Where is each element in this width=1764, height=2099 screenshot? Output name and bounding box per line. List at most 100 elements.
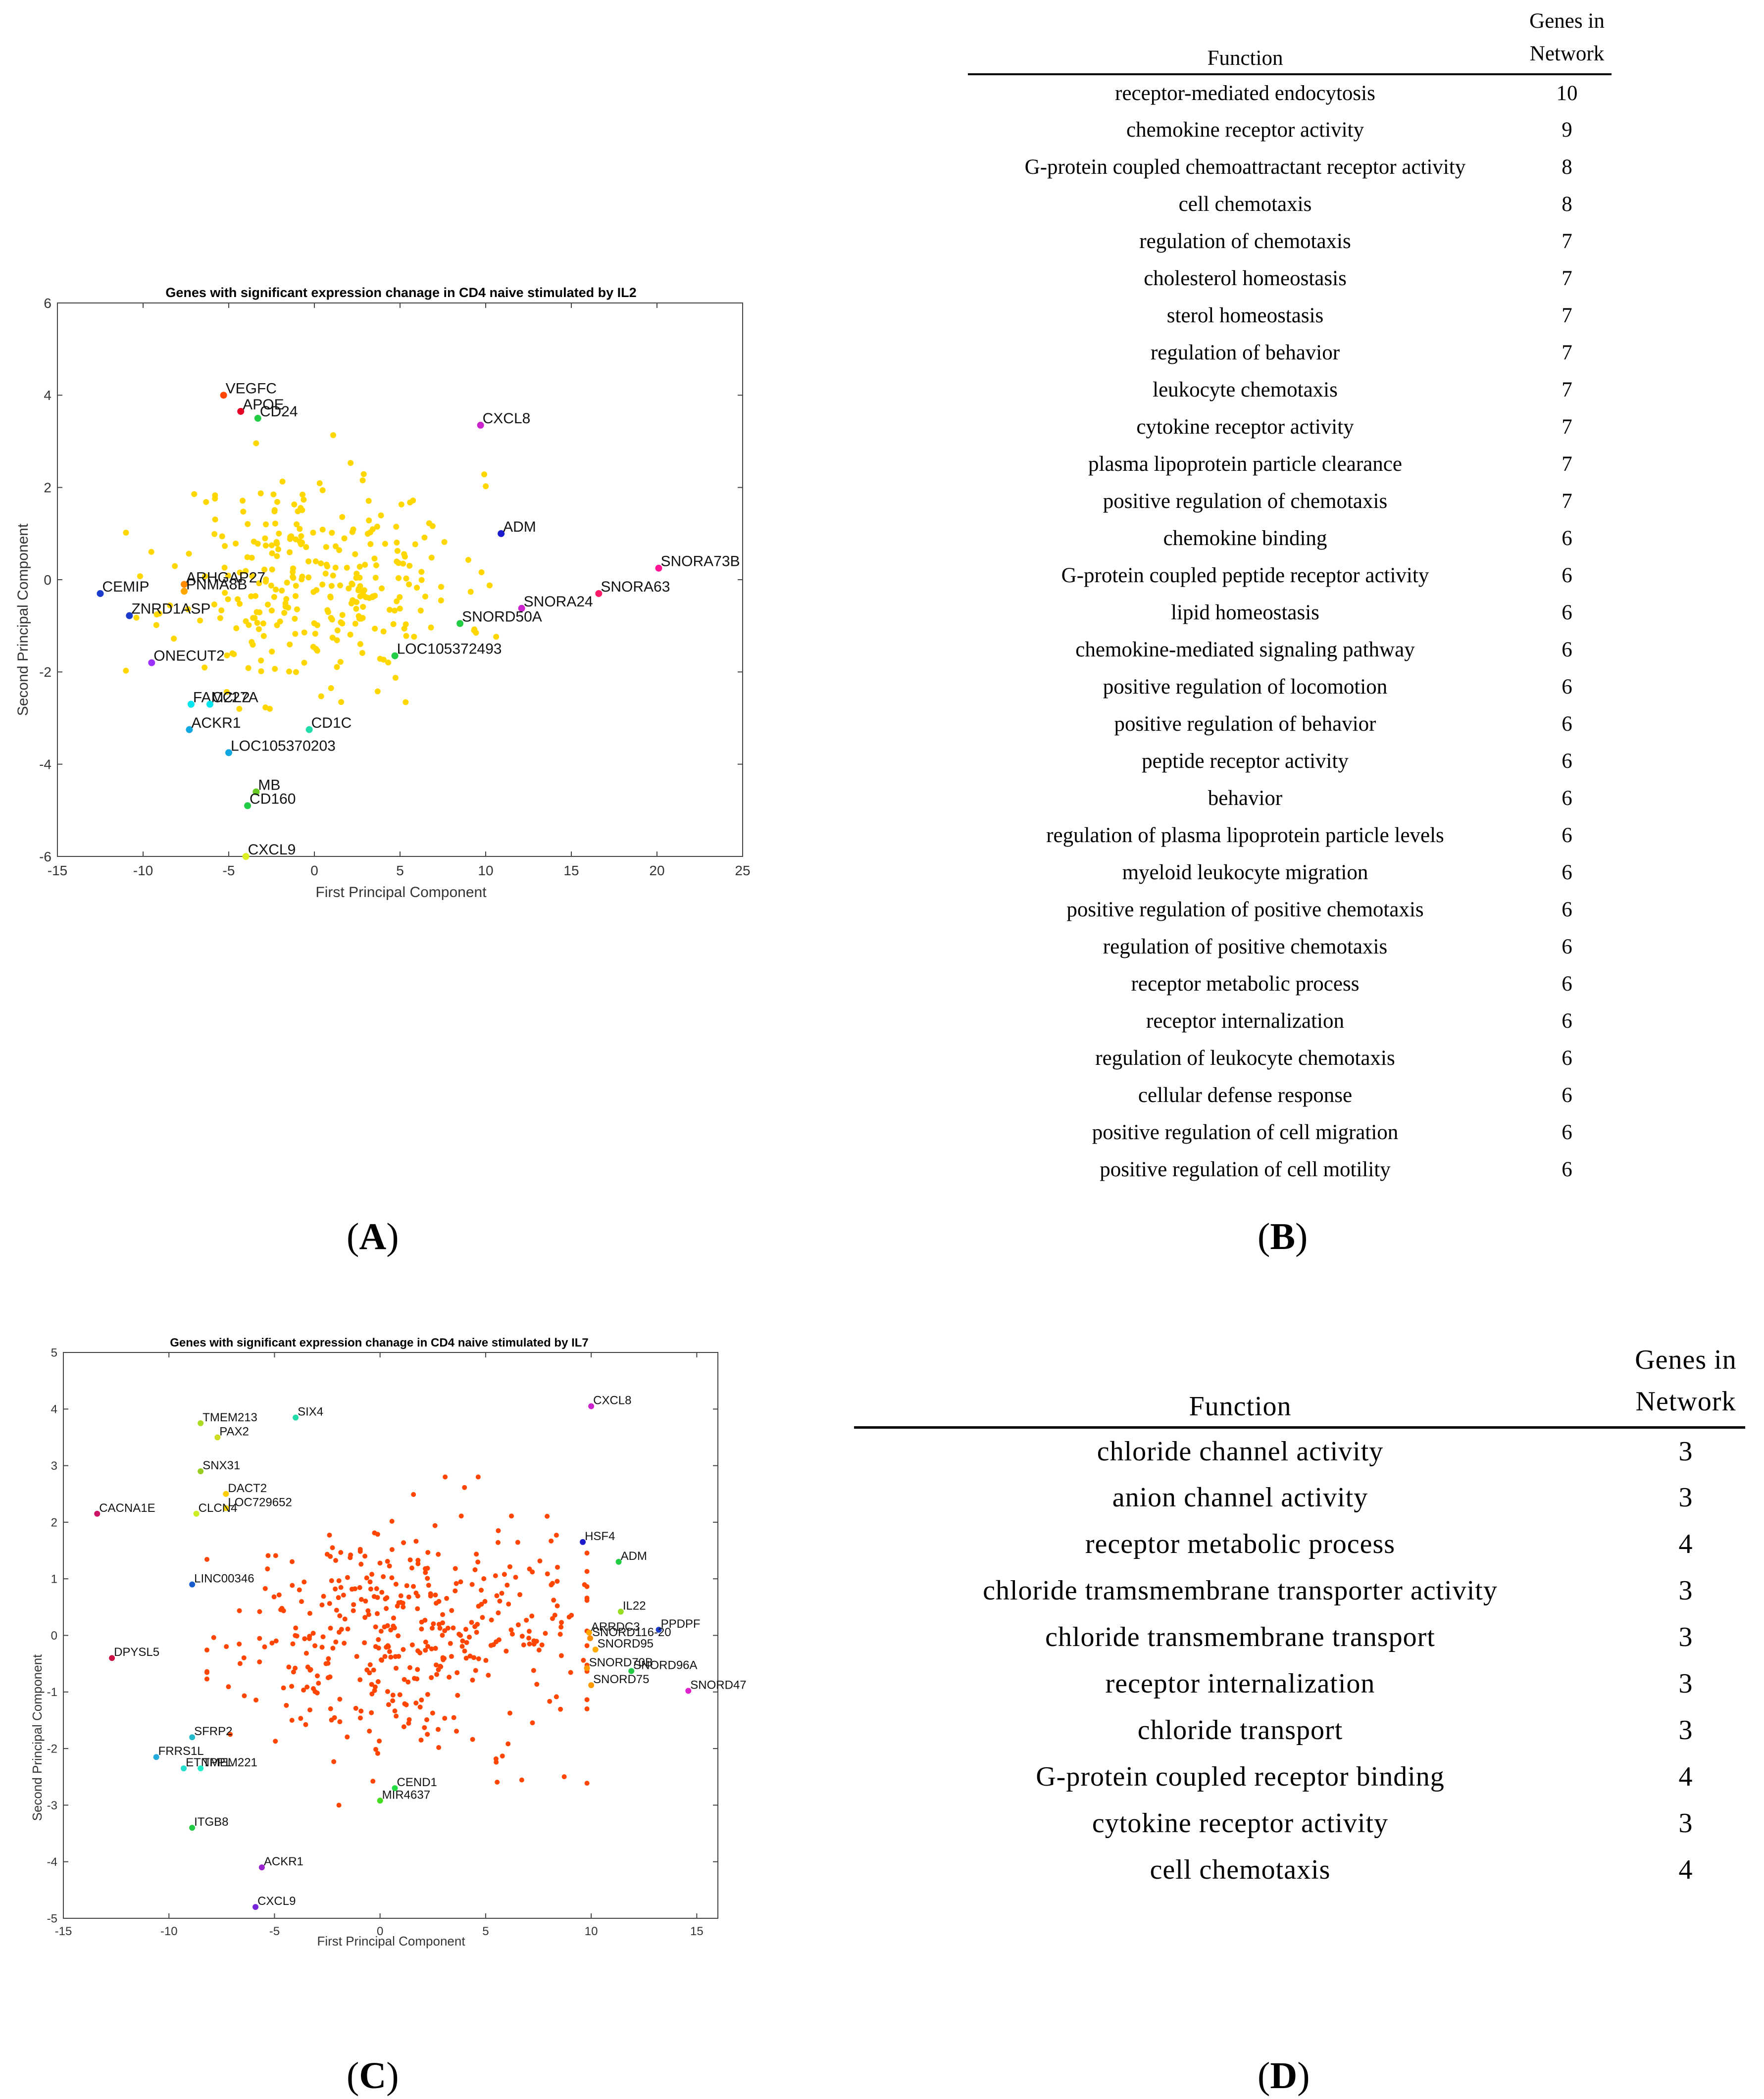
function-cell: G-protein coupled peptide receptor activ… [1061,564,1429,587]
table-row: cell chemotaxis 4 [854,1847,1745,1893]
background-gene-point [185,606,191,612]
background-gene-point [329,1717,334,1723]
background-gene-point [211,531,218,537]
background-gene-point [319,581,326,588]
background-gene-point [465,556,471,563]
x-tick-label: 15 [690,1925,704,1938]
background-gene-point [543,1631,548,1636]
gene-label: SNORA63 [601,579,670,595]
background-gene-point [286,668,292,675]
background-gene-point [388,1627,394,1633]
background-gene-point [269,566,275,573]
background-gene-point [475,1474,481,1480]
background-gene-point [344,564,350,571]
function-cell: lipid homeostasis [1171,601,1319,624]
background-gene-point [262,578,269,585]
background-gene-point [584,1596,590,1601]
gene-label: MIR4637 [382,1788,430,1801]
background-gene-point [385,1643,391,1649]
background-gene-point [334,664,340,670]
background-gene-point [441,539,448,545]
gene-label: ADM [503,519,536,535]
table-row: chloride channel activity 3 [854,1428,1745,1474]
background-gene-point [204,1670,209,1675]
background-gene-point [369,1691,375,1697]
background-gene-point [558,1706,563,1712]
background-gene-point [499,1591,504,1596]
background-gene-point [505,1741,511,1747]
background-gene-point [219,533,225,540]
background-gene-point [274,499,281,505]
gene-point-snx31 [198,1468,204,1475]
background-gene-point [276,1592,282,1598]
genes-cell: 6 [1562,861,1572,884]
background-gene-point [513,1575,518,1580]
gene-point-znrd1asp [126,612,133,619]
gene-label: CXCL9 [257,1895,296,1908]
background-gene-point [211,601,217,608]
panel-label-c: (C) [347,2055,399,2097]
background-gene-point [415,1561,421,1566]
background-gene-point [434,1662,439,1668]
y-tick-label: 2 [44,480,51,495]
table-b-header-row: Function Genes in Network [968,5,1612,75]
background-gene-point [314,1673,320,1679]
background-gene-point [419,1626,424,1632]
gene-point-snora73b [655,564,662,572]
function-cell: G-protein coupled chemoattractant recept… [1024,155,1466,179]
background-gene-point [480,1615,485,1620]
background-gene-point [434,1600,439,1606]
genes-cell: 7 [1562,304,1572,327]
background-gene-point [434,1672,440,1677]
table-d-header-genes-line2: Network [1635,1386,1736,1417]
background-gene-point [381,1574,386,1579]
background-gene-point [334,1607,339,1613]
table-d-function-network: Function Genes in Network chloride chann… [854,1339,1745,1893]
background-gene-point [545,1571,550,1577]
background-gene-point [353,599,360,605]
background-gene-point [397,1692,403,1698]
background-gene-point [290,1583,295,1588]
background-gene-point [333,1639,339,1645]
x-tick-label: 0 [310,863,318,878]
background-gene-point [275,546,282,552]
background-gene-point [233,541,239,547]
background-gene-point [137,573,143,579]
gene-label: ITGB8 [194,1815,228,1829]
function-cell: cholesterol homeostasis [1144,267,1347,290]
background-gene-point [273,1553,278,1558]
background-gene-point [403,621,409,628]
background-gene-point [133,614,140,621]
background-gene-point [319,526,326,533]
panel-label-b: (B) [1258,1216,1308,1257]
background-gene-point [534,1639,539,1644]
background-gene-point [402,553,408,560]
background-gene-point [372,574,379,581]
table-row: receptor-mediated endocytosis 10 [968,74,1612,111]
background-gene-point [325,1660,331,1666]
background-gene-point [521,1642,526,1648]
background-gene-point [310,589,317,595]
background-gene-point [369,1572,375,1577]
background-gene-point [258,668,264,674]
background-gene-point [327,593,334,600]
gene-point-ccl2 [206,700,213,708]
background-gene-point [351,1608,356,1613]
background-gene-point [346,585,352,592]
background-gene-point [171,636,177,642]
background-gene-point [328,1625,333,1631]
background-gene-point [496,1528,501,1533]
function-cell: chloride channel activity [1097,1436,1384,1467]
genes-cell: 6 [1562,601,1572,624]
x-tick-label: 10 [585,1925,598,1938]
background-gene-point [298,533,304,540]
background-gene-point [363,1599,368,1604]
function-cell: positive regulation of cell migration [1092,1121,1399,1144]
genes-cell: 8 [1562,193,1572,216]
background-gene-point [418,577,425,583]
gene-label: DPYSL5 [114,1646,159,1659]
background-gene-point [474,1630,479,1635]
y-tick-label: 1 [51,1573,57,1586]
background-gene-point [454,1581,459,1586]
gene-label: LOC729652 [228,1496,292,1509]
